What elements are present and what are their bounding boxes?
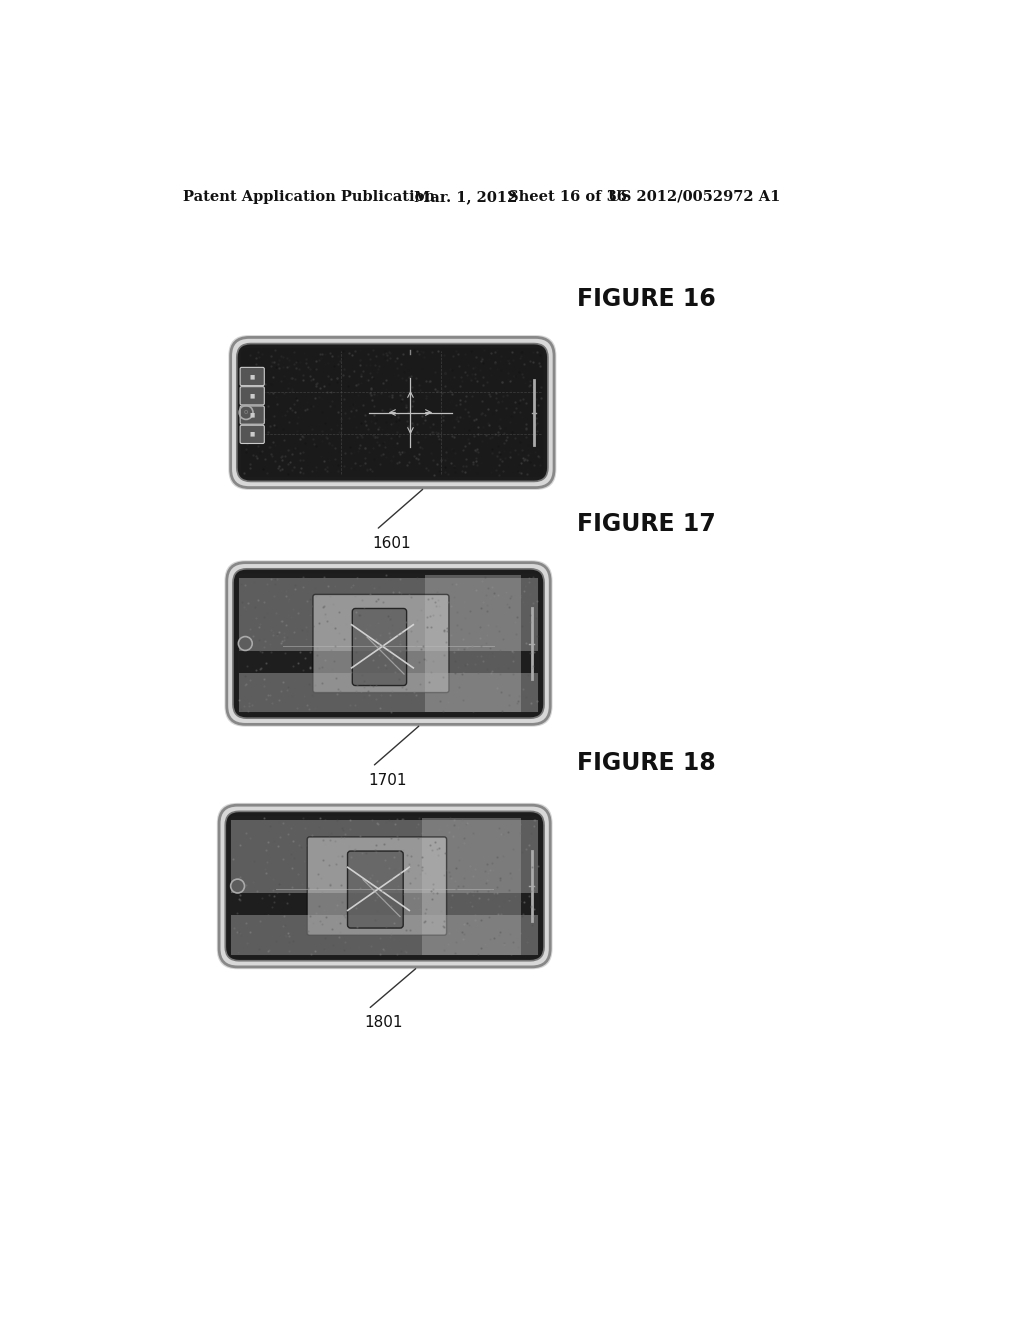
FancyBboxPatch shape: [352, 609, 407, 685]
Bar: [231, 915, 538, 954]
Text: ■: ■: [250, 432, 255, 437]
FancyBboxPatch shape: [241, 387, 264, 405]
Bar: [240, 578, 538, 651]
Text: Patent Application Publication: Patent Application Publication: [183, 190, 435, 203]
Text: FIGURE 18: FIGURE 18: [578, 751, 716, 775]
FancyBboxPatch shape: [224, 561, 553, 726]
Text: Sheet 16 of 36: Sheet 16 of 36: [508, 190, 627, 203]
FancyBboxPatch shape: [237, 343, 548, 482]
Text: 1701: 1701: [369, 774, 407, 788]
FancyBboxPatch shape: [242, 348, 544, 477]
Text: 1801: 1801: [365, 1015, 402, 1031]
Text: o: o: [244, 409, 248, 416]
FancyBboxPatch shape: [238, 573, 540, 714]
FancyBboxPatch shape: [233, 569, 544, 718]
Text: FIGURE 17: FIGURE 17: [578, 512, 716, 536]
Bar: [231, 820, 538, 894]
Bar: [425, 576, 521, 711]
Bar: [422, 817, 521, 954]
FancyBboxPatch shape: [241, 425, 264, 444]
FancyBboxPatch shape: [230, 338, 554, 487]
FancyBboxPatch shape: [230, 816, 540, 956]
FancyBboxPatch shape: [307, 837, 446, 935]
FancyBboxPatch shape: [347, 851, 403, 928]
FancyBboxPatch shape: [241, 367, 264, 385]
Bar: [240, 673, 538, 711]
Text: ■: ■: [250, 374, 255, 379]
FancyBboxPatch shape: [219, 805, 550, 966]
Text: ■: ■: [250, 393, 255, 399]
FancyBboxPatch shape: [241, 407, 264, 424]
Text: FIGURE 16: FIGURE 16: [578, 286, 716, 312]
Text: US 2012/0052972 A1: US 2012/0052972 A1: [608, 190, 780, 203]
FancyBboxPatch shape: [225, 812, 544, 961]
Text: Mar. 1, 2012: Mar. 1, 2012: [414, 190, 517, 203]
FancyBboxPatch shape: [226, 562, 550, 725]
FancyBboxPatch shape: [313, 594, 449, 693]
Text: ■: ■: [250, 413, 255, 417]
Text: 1601: 1601: [373, 536, 411, 550]
FancyBboxPatch shape: [228, 335, 556, 490]
FancyBboxPatch shape: [217, 803, 553, 969]
